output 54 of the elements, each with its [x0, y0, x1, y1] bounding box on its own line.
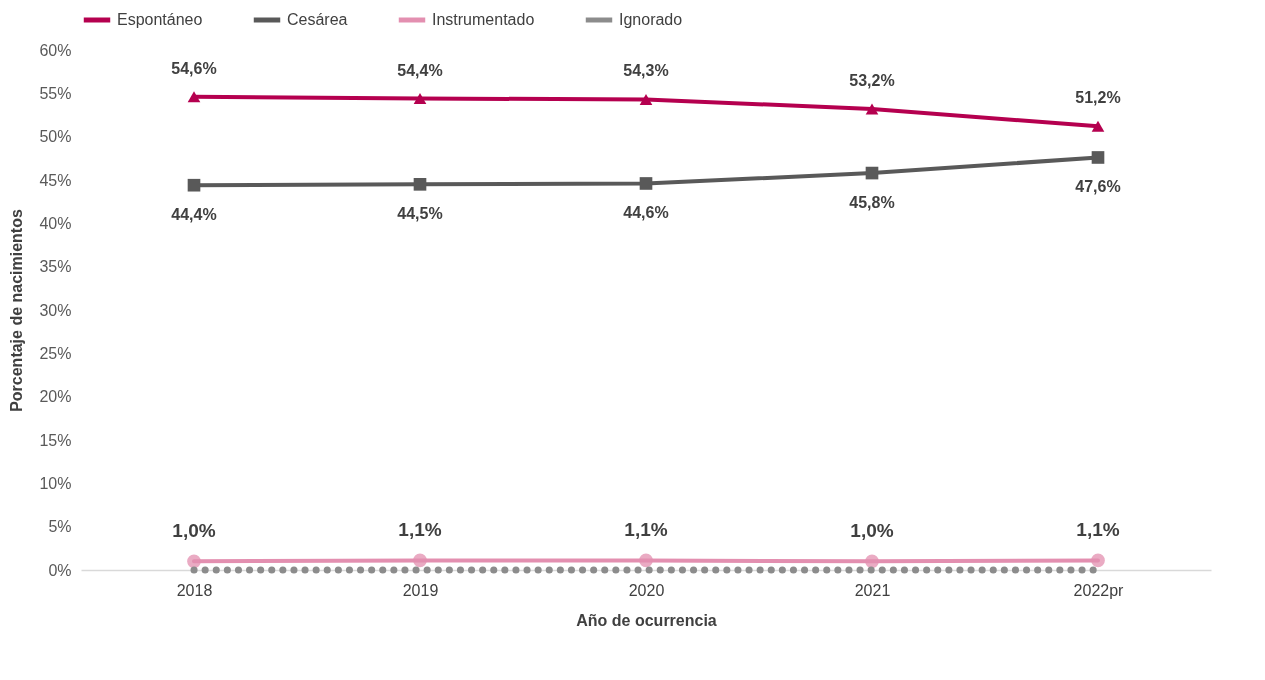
- legend-label: Instrumentado: [432, 11, 535, 28]
- y-tick-label: 25%: [39, 344, 72, 362]
- data-label: 51,2%: [1075, 89, 1121, 107]
- x-tick-label: 2020: [628, 581, 665, 599]
- y-tick-label: 5%: [48, 518, 72, 536]
- point: [865, 554, 879, 569]
- x-tick-label: 2022pr: [1073, 581, 1125, 599]
- y-tick-label: 0%: [48, 561, 72, 579]
- data-label: 44,4%: [171, 206, 217, 224]
- data-label: 54,4%: [397, 61, 443, 79]
- point: [413, 93, 427, 105]
- point: [413, 553, 427, 568]
- y-tick-label: 40%: [39, 214, 72, 232]
- data-label: 1,0%: [172, 520, 216, 542]
- data-label: 54,6%: [171, 59, 217, 77]
- data-label: 1,1%: [1076, 519, 1120, 541]
- point: [639, 177, 653, 190]
- point: [865, 103, 879, 115]
- data-label: 47,6%: [1075, 178, 1121, 196]
- y-tick-label: 45%: [39, 171, 72, 189]
- data-label: 1,1%: [624, 519, 668, 541]
- point: [187, 554, 201, 569]
- x-tick-label: 2019: [402, 581, 439, 599]
- point: [187, 178, 201, 192]
- point: [639, 553, 653, 568]
- point: [413, 178, 427, 191]
- data-label: 54,3%: [623, 62, 669, 80]
- point: [639, 93, 653, 105]
- legend-label: Ignorado: [619, 11, 683, 28]
- data-label: 1,0%: [850, 520, 894, 542]
- x-axis-title: Año de ocurrencia: [576, 611, 717, 629]
- point: [187, 91, 201, 103]
- x-tick-label: 2021: [854, 581, 891, 599]
- data-label: 1,1%: [398, 519, 442, 541]
- point: [1091, 120, 1105, 132]
- y-tick-label: 30%: [39, 301, 72, 319]
- point: [1091, 553, 1105, 568]
- data-label: 44,6%: [623, 204, 669, 222]
- y-axis-title: Porcentaje de nacimientos: [8, 209, 26, 412]
- data-label: 44,5%: [397, 205, 443, 223]
- legend-label: Cesárea: [287, 11, 348, 28]
- y-tick-label: 50%: [39, 128, 72, 146]
- data-label: 53,2%: [849, 71, 895, 89]
- y-tick-label: 55%: [39, 84, 72, 102]
- point: [1091, 151, 1105, 164]
- x-tick-label: 2018: [176, 581, 213, 599]
- y-tick-label: 35%: [39, 258, 72, 276]
- y-tick-label: 15%: [39, 431, 72, 449]
- legend-label: Espontáneo: [117, 11, 203, 28]
- data-label: 45,8%: [849, 194, 895, 212]
- y-tick-label: 60%: [39, 41, 72, 59]
- y-tick-label: 10%: [39, 474, 72, 492]
- y-tick-label: 20%: [39, 388, 72, 406]
- point: [865, 166, 879, 180]
